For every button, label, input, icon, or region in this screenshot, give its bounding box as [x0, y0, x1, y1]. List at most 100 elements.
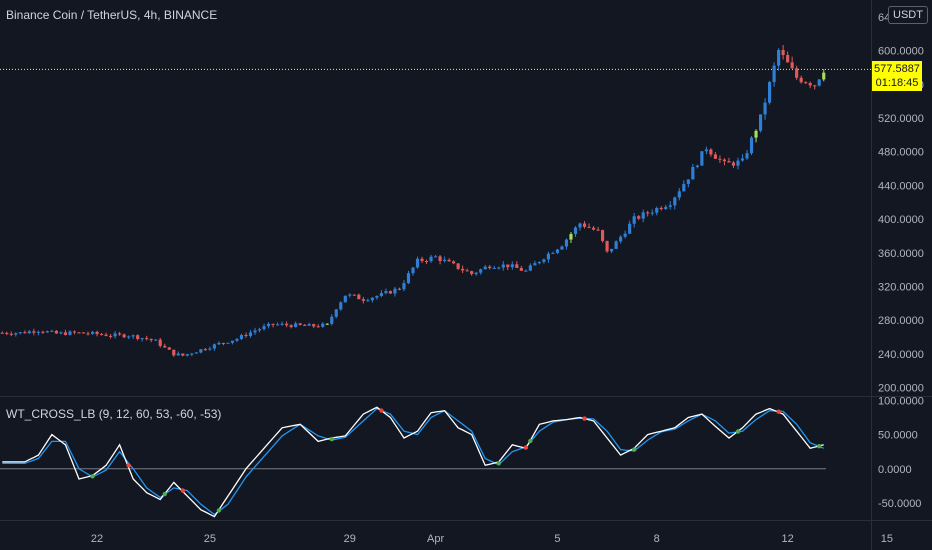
candle-body: [136, 335, 140, 339]
candle-body: [799, 77, 803, 83]
candle-body: [294, 323, 298, 328]
candle-body: [786, 55, 790, 63]
candle-body: [352, 294, 356, 296]
candle-body: [145, 338, 149, 340]
indicator-title[interactable]: WT_CROSS_LB (9, 12, 60, 53, -60, -53): [6, 407, 222, 421]
price-tick-label: 400.0000: [878, 214, 924, 226]
candle-body: [637, 216, 641, 219]
candle-body: [235, 338, 239, 341]
candle-body: [104, 334, 108, 336]
candle-body: [713, 154, 717, 159]
candle-body: [695, 165, 699, 167]
candle-body: [375, 295, 379, 298]
candle-body: [745, 153, 749, 159]
candle-body: [655, 207, 659, 213]
candle-body: [90, 331, 95, 334]
osc-tick-label: 0.0000: [878, 464, 912, 476]
candle-body: [582, 223, 587, 227]
cross-up-marker: [735, 429, 741, 434]
candle-body: [650, 212, 654, 214]
candle-body: [316, 326, 320, 328]
candle-body: [81, 332, 86, 334]
candle-body: [312, 324, 316, 327]
wt1-line: [2, 406, 824, 518]
candle-body: [564, 239, 569, 247]
candle-body: [470, 271, 474, 275]
last-price-tag: 577.5887 01:18:45: [872, 61, 922, 91]
candle-body: [614, 241, 618, 249]
time-tick-label: 5: [554, 533, 560, 545]
osc-tick-label: 100.0000: [878, 395, 924, 407]
candle-body: [244, 334, 248, 337]
price-tick-label: 480.0000: [878, 147, 924, 159]
candle-body: [203, 349, 207, 351]
osc-tick-label: -50.0000: [878, 498, 921, 510]
candle-body: [524, 270, 528, 272]
candle-body: [479, 269, 483, 273]
candle-body: [808, 83, 812, 86]
chart-title[interactable]: Binance Coin / TetherUS, 4h, BINANCE: [6, 8, 218, 22]
candle-body: [14, 333, 18, 335]
candle-body: [27, 331, 31, 334]
candle-body: [758, 114, 763, 131]
currency-badge[interactable]: USDT: [888, 6, 928, 24]
price-tick-label: 280.0000: [878, 315, 924, 327]
candle-body: [113, 333, 117, 337]
candle-body: [339, 302, 343, 310]
candle-body: [221, 342, 226, 344]
price-tick-label: 200.0000: [878, 383, 924, 395]
candle-body: [619, 236, 623, 242]
candle-body: [384, 291, 388, 294]
candle-body: [628, 223, 632, 234]
candle-body: [32, 331, 36, 333]
candle-body: [605, 240, 609, 252]
cross-down-marker: [379, 408, 384, 413]
candle-body: [438, 256, 442, 262]
candle-body: [555, 249, 560, 253]
candle-body: [122, 334, 126, 338]
candle-body: [158, 339, 162, 346]
candle-body: [366, 300, 370, 302]
candle-body: [185, 354, 189, 356]
candle-body: [190, 353, 194, 355]
candle-body: [528, 265, 532, 271]
time-tick-label: Apr: [427, 533, 444, 545]
candle-body: [664, 206, 668, 209]
candle-body: [727, 161, 731, 163]
candle-body: [397, 288, 402, 290]
candle-body: [542, 259, 546, 262]
candle-body: [646, 212, 650, 214]
candle-body: [194, 352, 198, 354]
candle-body: [266, 323, 271, 327]
candle-body: [72, 331, 77, 333]
candle-body: [501, 264, 505, 268]
candle-body: [623, 233, 627, 237]
candle-body: [230, 340, 235, 343]
candle-body: [700, 151, 704, 166]
candle-body: [36, 331, 40, 333]
time-tick-label: 15: [881, 533, 893, 545]
candle-body: [767, 82, 772, 103]
cross-up-marker: [631, 447, 637, 452]
candle-body: [23, 332, 27, 334]
candle-body: [578, 223, 582, 228]
candle-body: [176, 353, 180, 356]
candle-body: [704, 149, 708, 152]
candle-body: [357, 294, 361, 300]
time-tick-label: 8: [654, 533, 660, 545]
candle-body: [45, 331, 49, 333]
candle-body: [506, 264, 510, 268]
candle-body: [393, 288, 397, 294]
cross-down-marker: [582, 416, 587, 421]
candle-body: [492, 268, 496, 270]
candle-body: [402, 283, 406, 290]
candle-body: [307, 324, 311, 326]
candle-body: [18, 332, 22, 334]
cross-up-marker: [162, 491, 167, 497]
candle-body: [285, 323, 289, 326]
time-tick-label: 25: [204, 533, 216, 545]
candle-body: [181, 353, 185, 356]
cross-down-marker: [126, 463, 131, 468]
candle-body: [172, 349, 176, 356]
